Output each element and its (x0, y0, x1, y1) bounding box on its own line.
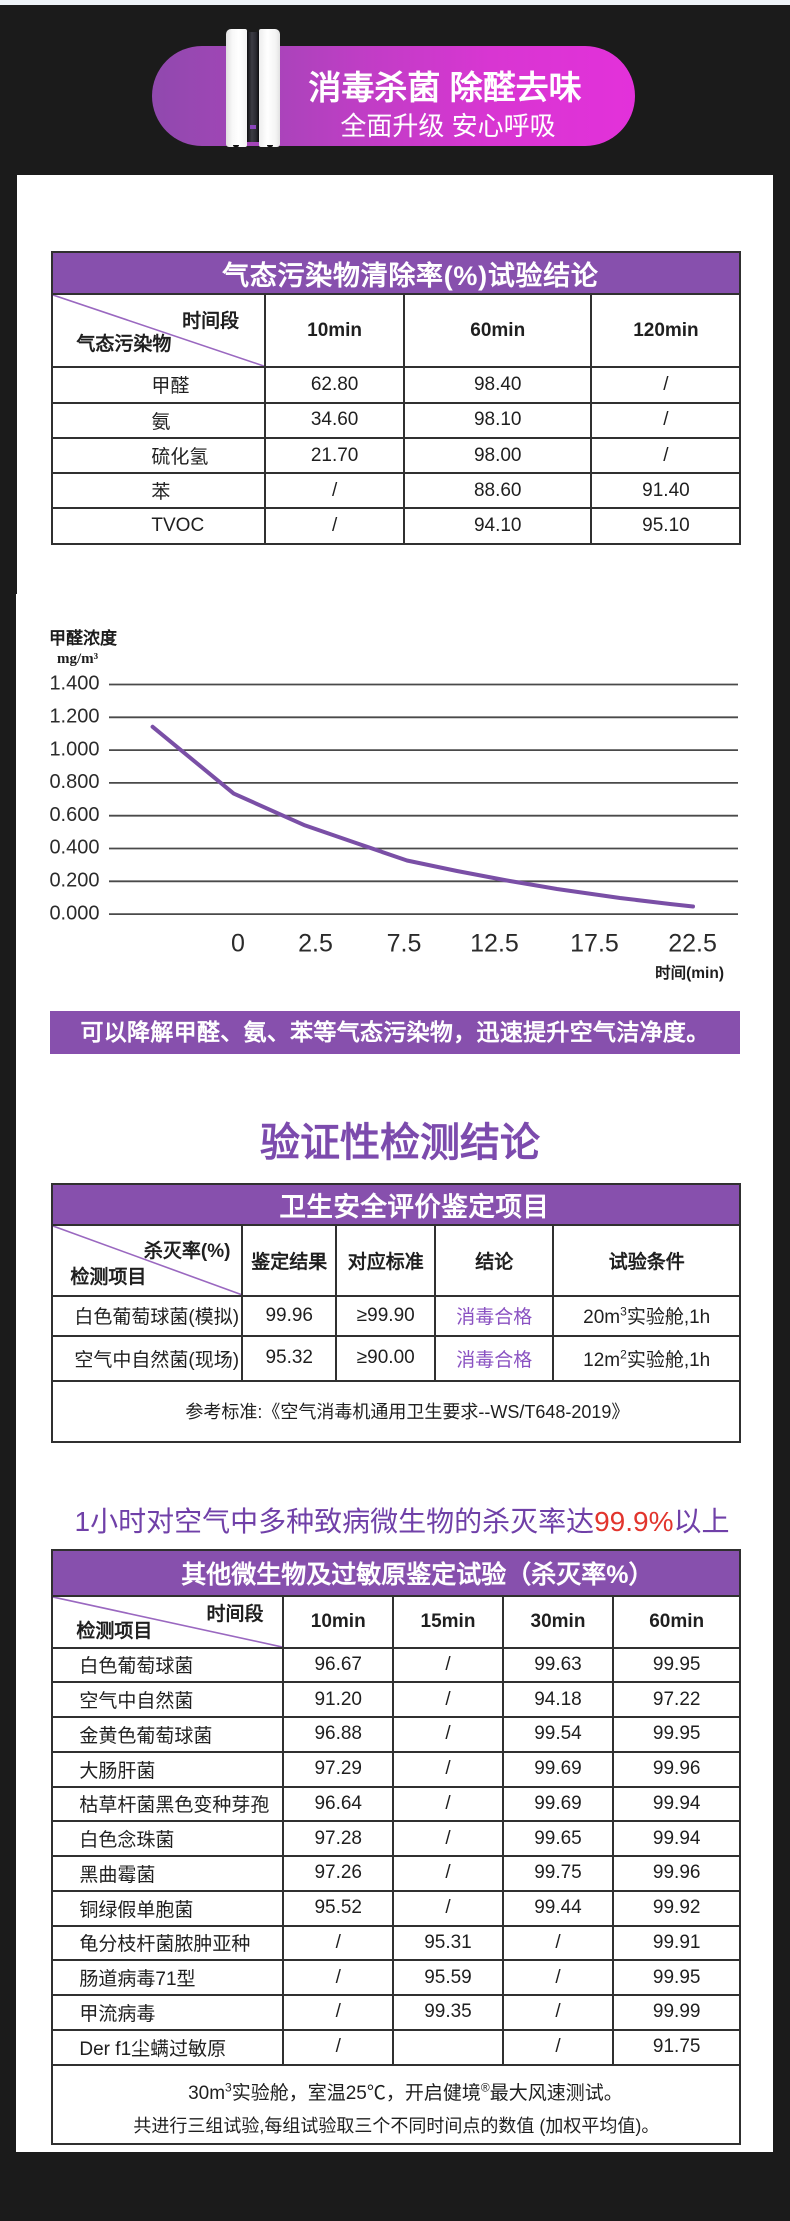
svg-text:0.800: 0.800 (49, 771, 99, 793)
svg-text:时间(min): 时间(min) (655, 963, 724, 982)
svg-text:甲醛浓度: 甲醛浓度 (49, 628, 118, 648)
svg-text:1.000: 1.000 (49, 738, 99, 760)
svg-text:0.200: 0.200 (49, 870, 99, 892)
svg-text:0.400: 0.400 (49, 837, 99, 859)
svg-text:7.5: 7.5 (387, 930, 422, 958)
svg-text:22.5: 22.5 (668, 930, 717, 958)
svg-text:1.200: 1.200 (49, 706, 99, 728)
svg-text:17.5: 17.5 (570, 930, 619, 958)
svg-text:0.600: 0.600 (49, 804, 99, 826)
svg-text:0.000: 0.000 (49, 902, 99, 924)
svg-text:0: 0 (231, 930, 245, 958)
svg-text:mg/m³: mg/m³ (57, 651, 99, 667)
svg-text:2.5: 2.5 (298, 930, 333, 958)
svg-text:12.5: 12.5 (470, 930, 519, 958)
svg-text:1.400: 1.400 (49, 673, 99, 695)
